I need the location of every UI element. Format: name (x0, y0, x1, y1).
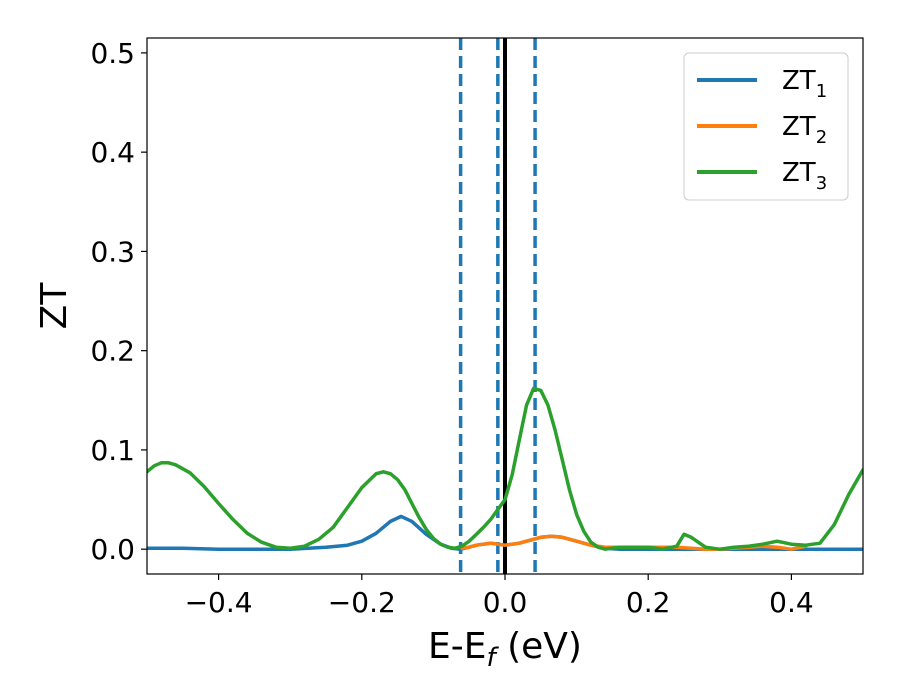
y-tick-label: 0.1 (90, 434, 135, 467)
y-axis: 0.0 0.1 0.2 0.3 0.4 0.5 (90, 37, 147, 566)
y-tick-label: 0.0 (90, 533, 135, 566)
x-tick-label: −0.4 (185, 586, 253, 619)
y-tick-label: 0.2 (90, 335, 135, 368)
legend-label-zt2: ZT2 (782, 112, 827, 148)
x-axis-label-main: E-E (428, 626, 486, 667)
x-tick-label: 0.2 (626, 586, 671, 619)
y-axis-label: ZT (34, 282, 75, 330)
legend-label-zt1: ZT1 (782, 66, 827, 102)
x-tick-label: −0.2 (328, 586, 396, 619)
x-axis: −0.4 −0.2 0.0 0.2 0.4 (185, 574, 814, 619)
series-lines (147, 386, 863, 551)
y-tick-label: 0.4 (90, 136, 135, 169)
x-tick-label: 0.4 (769, 586, 814, 619)
legend-label-zt3: ZT3 (782, 158, 827, 194)
x-axis-label-unit: (eV) (496, 626, 582, 667)
reference-lines (458, 38, 537, 574)
y-tick-label: 0.3 (90, 235, 135, 268)
y-tick-label: 0.5 (90, 37, 135, 70)
series-line-zt3 (147, 386, 863, 551)
legend-frame (683, 52, 849, 201)
x-tick-label: 0.0 (483, 586, 528, 619)
legend: ZT1 ZT2 ZT3 (683, 52, 849, 201)
x-axis-label: E-Ef (eV) (428, 626, 582, 673)
